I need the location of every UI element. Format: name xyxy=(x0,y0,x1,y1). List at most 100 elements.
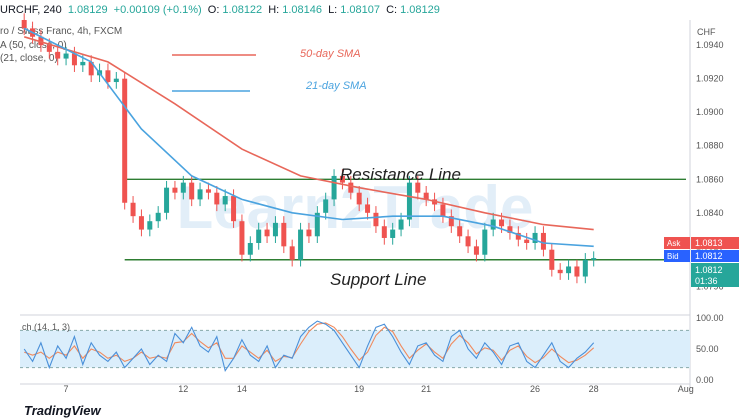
candle-body[interactable] xyxy=(499,219,505,227)
candle-body[interactable] xyxy=(122,78,128,203)
candle-body[interactable] xyxy=(339,175,345,183)
high-label: H: xyxy=(268,4,280,16)
candle-body[interactable] xyxy=(281,222,287,247)
candle-body[interactable] xyxy=(289,246,295,260)
candle-body[interactable] xyxy=(331,175,337,200)
candle-body[interactable] xyxy=(323,199,329,213)
candle-body[interactable] xyxy=(71,53,77,66)
candle-body[interactable] xyxy=(490,219,496,230)
candle-body[interactable] xyxy=(239,221,245,255)
candle-body[interactable] xyxy=(591,258,597,260)
candle-body[interactable] xyxy=(532,232,538,243)
candle-body[interactable] xyxy=(138,216,144,230)
candle-body[interactable] xyxy=(256,229,262,243)
candle-body[interactable] xyxy=(365,204,371,213)
candle-body[interactable] xyxy=(130,202,136,217)
candle-body[interactable] xyxy=(566,266,572,274)
candle-body[interactable] xyxy=(540,232,546,250)
candle-body[interactable] xyxy=(348,182,354,193)
support-label: Support Line xyxy=(330,270,426,289)
ask-tag-bg xyxy=(664,237,690,249)
price-tick-label: 1.0840 xyxy=(696,208,724,218)
sma21-line[interactable] xyxy=(23,27,594,248)
low-label: L: xyxy=(328,4,338,16)
candle-body[interactable] xyxy=(381,226,387,238)
candle-body[interactable] xyxy=(231,196,237,222)
candle-body[interactable] xyxy=(423,192,429,200)
candle-body[interactable] xyxy=(172,187,178,193)
candle-body[interactable] xyxy=(189,182,195,200)
last-price: 1.08129 xyxy=(67,4,108,16)
price-tick-label: 1.0940 xyxy=(696,40,724,50)
tradingview-logo: TradingView xyxy=(24,403,101,418)
sma50-line[interactable] xyxy=(23,36,594,231)
candle-body[interactable] xyxy=(314,212,320,237)
stoch-legend[interactable]: ch (14, 1, 3) xyxy=(22,322,70,332)
candle-body[interactable] xyxy=(80,61,86,66)
candle-body[interactable] xyxy=(247,242,253,255)
sma50-legend[interactable]: A (50, close, 0) xyxy=(0,40,67,51)
candle-body[interactable] xyxy=(440,204,446,217)
candle-body[interactable] xyxy=(155,212,161,222)
candle-body[interactable] xyxy=(113,78,119,83)
candle-body[interactable] xyxy=(582,259,588,277)
low-value: 1.08107 xyxy=(340,4,381,16)
candle-body[interactable] xyxy=(272,222,278,237)
candle-body[interactable] xyxy=(398,219,404,230)
price-tick-label: 1.0920 xyxy=(696,74,724,84)
time-tick-label: 12 xyxy=(178,384,188,394)
candle-body[interactable] xyxy=(46,45,52,52)
candle-body[interactable] xyxy=(306,229,312,237)
candle-body[interactable] xyxy=(406,182,412,220)
price-axis[interactable] xyxy=(690,20,740,392)
candle-body[interactable] xyxy=(415,182,421,193)
candle-body[interactable] xyxy=(465,236,471,247)
candle-body[interactable] xyxy=(63,53,69,59)
sma21-legend[interactable]: (21, close, 0) xyxy=(0,53,58,64)
candle-body[interactable] xyxy=(574,266,580,277)
candle-body[interactable] xyxy=(515,232,521,240)
symbol-label[interactable]: URCHF, 240 xyxy=(0,4,62,16)
bar-countdown: 01:36 xyxy=(695,276,718,286)
candle-body[interactable] xyxy=(214,192,220,205)
candle-body[interactable] xyxy=(205,189,211,193)
time-tick-label: 21 xyxy=(421,384,431,394)
candle-body[interactable] xyxy=(524,239,530,243)
stoch-tick-label: 50.00 xyxy=(696,344,719,354)
candle-body[interactable] xyxy=(507,226,513,233)
candle-body[interactable] xyxy=(180,182,186,193)
time-tick-label: 19 xyxy=(354,384,364,394)
price-change: +0.00109 (+0.1%) xyxy=(113,4,202,16)
candle-body[interactable] xyxy=(21,20,27,29)
candle-body[interactable] xyxy=(55,51,61,59)
candle-body[interactable] xyxy=(88,61,94,76)
candle-body[interactable] xyxy=(448,216,454,227)
bid-value: 1.0812 xyxy=(695,251,723,261)
candle-body[interactable] xyxy=(164,187,170,213)
candle-body[interactable] xyxy=(38,36,44,46)
time-tick-label: 28 xyxy=(589,384,599,394)
candle-body[interactable] xyxy=(298,229,304,260)
candle-body[interactable] xyxy=(197,189,203,200)
candle-body[interactable] xyxy=(264,229,270,237)
candle-body[interactable] xyxy=(390,229,396,238)
stoch-k-line[interactable] xyxy=(23,320,595,373)
time-tick-label: 26 xyxy=(530,384,540,394)
candle-body[interactable] xyxy=(147,221,153,230)
candle-body[interactable] xyxy=(356,192,362,205)
candle-body[interactable] xyxy=(457,226,463,237)
candle-body[interactable] xyxy=(222,196,228,205)
candle-body[interactable] xyxy=(557,269,563,274)
candle-body[interactable] xyxy=(105,70,111,83)
candle-body[interactable] xyxy=(482,229,488,255)
candle-body[interactable] xyxy=(549,249,555,270)
watermark: Learn2Trade xyxy=(177,174,534,241)
candle-body[interactable] xyxy=(373,212,379,227)
price-tick-label: 1.0900 xyxy=(696,107,724,117)
chart-header: URCHF, 240 1.08129 +0.00109 (+0.1%) O: 1.… xyxy=(0,0,690,20)
stoch-tick-label: 100.00 xyxy=(696,313,724,323)
candle-body[interactable] xyxy=(473,246,479,255)
ask-value: 1.0813 xyxy=(695,238,723,248)
open-value: 1.08122 xyxy=(222,4,263,16)
